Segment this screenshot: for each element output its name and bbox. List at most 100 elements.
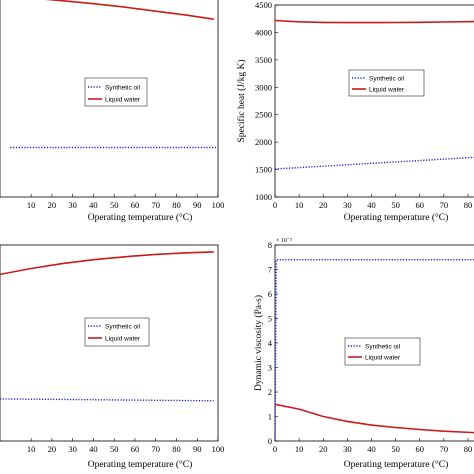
x-tick-label: 100 [212,200,225,210]
x-tick-label: 50 [391,444,400,454]
legend-label-oil: Synthetic oil [365,344,401,351]
y-axis-exponent: × 10⁻³ [276,238,292,244]
x-tick-label: 0 [273,200,277,210]
x-tick-label: 80 [464,200,473,210]
y-tick-label: 6 [268,289,272,299]
x-axis-label: Operating temperature (°C) [88,459,193,470]
x-tick-label: 80 [172,444,181,454]
y-tick-label: 4500 [255,0,272,10]
x-tick-label: 20 [48,444,57,454]
x-tick-label: 20 [319,444,328,454]
x-axis-label: Operating temperature (°C) [344,212,449,223]
x-tick-label: 70 [440,200,449,210]
legend-label-oil: Synthetic oil [105,85,141,92]
y-axis-label: Specific heat (J/kg K) [236,59,247,142]
legend-box [84,77,148,107]
x-tick-label: 20 [319,200,328,210]
legend-label-oil: Synthetic oil [369,76,405,83]
legend-box [344,337,421,366]
panel-top-right: 0 10 20 30 40 50 60 70 80 1000 1500 2000 2500 3000 350… [236,0,474,223]
x-tick-label: 50 [391,200,400,210]
tick-marks: 0 10 20 30 40 50 60 70 80 1000 1500 2000 2500 3000 350… [255,0,472,210]
y-tick-label: 1 [268,412,272,422]
x-tick-label: 30 [68,200,77,210]
x-tick-label: 70 [151,200,160,210]
legend: Synthetic oil Liquid water [344,337,421,366]
x-tick-label: 10 [27,444,36,454]
y-tick-label: 2000 [255,137,272,147]
series-line-synthetic-oil [274,259,474,442]
panel-bottom-right: 0 10 20 30 40 50 60 70 80 0 1 2 3 4 5 6 7 8 × 10⁻³ Synthe… [253,238,474,470]
x-tick-label: 40 [89,200,98,210]
legend: Synthetic oil Liquid water [84,77,148,107]
series-layer [10,0,218,149]
series-layer [0,251,214,402]
y-tick-label: 0 [268,436,272,446]
plot-frame [274,4,474,198]
y-tick-label: 3 [268,363,272,373]
legend-label-water: Liquid water [369,87,405,94]
x-tick-label: 90 [193,200,202,210]
legend-label-water: Liquid water [365,355,401,362]
y-tick-label: 2500 [255,110,272,120]
x-tick-label: 40 [367,444,376,454]
x-tick-label: 80 [172,200,181,210]
series-line-liquid-water [44,0,214,20]
panel-bottom-left: 10 20 30 40 50 60 70 80 90 100 Synthetic oil Liqu… [0,244,224,470]
legend-box [348,69,425,97]
x-tick-label: 20 [48,200,57,210]
legend-label-water: Liquid water [105,97,141,104]
series-line-liquid-water [274,403,474,434]
x-axis-label: Operating temperature (°C) [344,459,449,470]
tick-marks: 0 10 20 30 40 50 60 70 80 0 1 2 3 4 5 6 7 8 [268,240,472,454]
legend-label-water: Liquid water [105,336,141,343]
tick-marks: 10 20 30 40 50 60 70 80 90 100 [27,194,224,210]
x-tick-label: 100 [212,444,225,454]
x-tick-label: 60 [415,200,424,210]
plot-frame [0,0,219,198]
x-tick-label: 60 [415,444,424,454]
y-tick-label: 4 [268,338,273,348]
y-tick-label: 1500 [255,165,272,175]
x-tick-label: 60 [131,444,140,454]
y-tick-label: 3500 [255,55,272,65]
x-tick-label: 10 [295,200,304,210]
y-tick-label: 3000 [255,82,272,92]
series-line-synthetic-oil [274,156,474,170]
series-line-liquid-water [274,19,474,24]
y-tick-label: 7 [268,265,272,275]
x-tick-label: 30 [343,444,352,454]
x-tick-label: 40 [89,444,98,454]
y-tick-label: 5 [268,314,272,324]
tick-marks: 10 20 30 40 50 60 70 80 90 100 [27,438,224,454]
x-tick-label: 50 [110,444,119,454]
plot-frame [0,244,219,442]
x-tick-label: 10 [295,444,304,454]
x-tick-label: 40 [367,200,376,210]
x-tick-label: 90 [193,444,202,454]
legend: Synthetic oil Liquid water [84,317,150,347]
y-tick-label: 1000 [255,192,272,202]
x-tick-label: 0 [273,444,277,454]
legend-label-oil: Synthetic oil [105,324,141,331]
series-line-synthetic-oil [0,398,214,402]
legend-box [84,317,150,347]
x-tick-label: 80 [464,444,473,454]
x-tick-label: 60 [131,200,140,210]
x-tick-label: 70 [151,444,160,454]
panel-top-left: 10 20 30 40 50 60 70 80 90 100 Synthetic oil Liqu… [0,0,224,223]
x-axis-label: Operating temperature (°C) [88,212,193,223]
legend: Synthetic oil Liquid water [348,69,425,97]
series-line-liquid-water [0,251,214,276]
x-tick-label: 70 [440,444,449,454]
x-tick-label: 30 [343,200,352,210]
y-tick-label: 8 [268,240,272,250]
x-tick-label: 30 [68,444,77,454]
series-layer [274,19,474,170]
x-tick-label: 10 [27,200,36,210]
y-axis-label: Dynamic viscosity (Pa-s) [253,295,264,391]
y-tick-label: 2 [268,387,272,397]
y-tick-label: 4000 [255,27,272,37]
x-tick-label: 50 [110,200,119,210]
